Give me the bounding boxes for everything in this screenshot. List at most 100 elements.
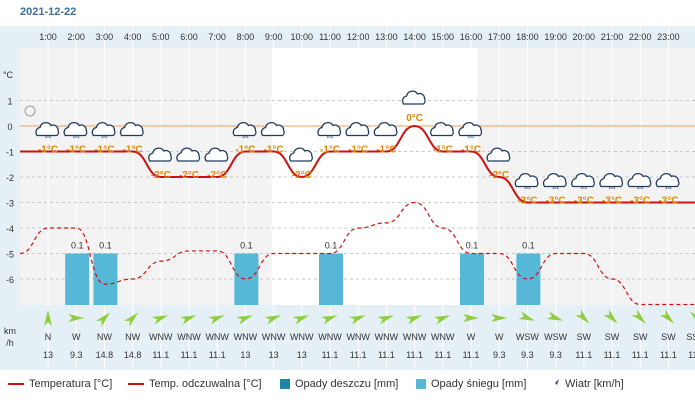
- wind-speed: 11.1: [152, 350, 169, 360]
- legend-rain: Opady deszczu [mm]: [280, 378, 398, 390]
- snowflakes: *˟*: [468, 136, 475, 143]
- wind-arrow-shape: [463, 314, 479, 322]
- wind-direction: WNW: [149, 332, 173, 342]
- wind-direction: SW: [661, 332, 676, 342]
- wind-speed: 9.3: [70, 350, 83, 360]
- wind-arrow-icon: [603, 309, 618, 324]
- wind-direction: WNW: [431, 332, 455, 342]
- hour-label: 20:00: [573, 32, 596, 42]
- cloud-snow-icon: *˟*: [91, 122, 116, 143]
- sun-cloud-snow-icon: [24, 105, 36, 117]
- temp-label: -1°C: [94, 145, 114, 156]
- snowflakes: *˟*: [524, 187, 531, 194]
- wind-arrow-shape: [236, 315, 253, 325]
- cloud-shape: [458, 122, 483, 137]
- hour-label: 15:00: [432, 32, 455, 42]
- wind-speed: 11.1: [463, 350, 480, 360]
- hour-label: 7:00: [208, 32, 226, 42]
- wind-direction: WNW: [177, 332, 201, 342]
- wind-arrow-icon: [236, 315, 253, 325]
- cloud-snow-icon: [148, 147, 172, 162]
- wind-arrow-shape: [433, 315, 451, 325]
- wind-arrow-shape: [44, 310, 52, 326]
- temp-label: -2°C: [489, 170, 509, 181]
- wind-direction: NW: [97, 332, 112, 342]
- cloud-shape: [430, 122, 454, 137]
- legend-snow: Opady śniegu [mm]: [416, 378, 526, 390]
- wind-direction: WNW: [290, 332, 314, 342]
- cloud-snow-icon: *˟*: [542, 173, 567, 194]
- wind-arrow-shape: [603, 309, 618, 324]
- temp-label: -1°C: [461, 145, 481, 156]
- wind-direction: WNW: [403, 332, 427, 342]
- wind-speed: 13: [240, 350, 250, 360]
- wind-speed: 11.1: [322, 350, 339, 360]
- temp-label: -3°C: [602, 196, 622, 207]
- legend-snow-swatch: [416, 379, 426, 390]
- cloud-snow-icon: [260, 122, 285, 137]
- temp-label: -2°C: [292, 170, 312, 181]
- wind-arrow-icon: [349, 315, 366, 325]
- temp-label: -2°C: [207, 170, 227, 181]
- temp-label: -2°C: [151, 170, 171, 181]
- snowflakes: *˟*: [580, 187, 587, 194]
- cloud-snow-icon: [345, 122, 370, 137]
- wind-arrow-shape: [491, 314, 508, 322]
- cloud-shape: [373, 122, 398, 137]
- wind-arrow-icon: [631, 309, 646, 324]
- wind-speed: 11.1: [575, 350, 592, 360]
- snow-bar: [319, 253, 343, 305]
- cloud-shape: [63, 122, 88, 137]
- hour-label: 2:00: [67, 32, 85, 42]
- snow-bar: [65, 253, 90, 305]
- wind-arrow-icon: [208, 315, 225, 325]
- snowflakes: *˟*: [73, 136, 80, 143]
- wind-arrow-icon: [575, 309, 590, 324]
- legend-rain-label: Opady deszczu [mm]: [295, 378, 399, 390]
- hour-label: 19:00: [544, 32, 567, 42]
- hour-label: 22:00: [629, 32, 652, 42]
- temp-label: -1°C: [433, 145, 453, 156]
- cloud-shape: [599, 173, 624, 188]
- cloud-snow-icon: [289, 147, 313, 162]
- y-tick-label: -1: [6, 148, 14, 158]
- wind-direction: SW: [577, 332, 592, 342]
- snow-bar: [93, 253, 118, 305]
- wind-arrow-shape: [321, 315, 338, 325]
- wind-arrow-shape: [95, 312, 111, 327]
- hour-label: 13:00: [375, 32, 398, 42]
- left-axis-panel: [0, 26, 20, 370]
- legend-feels-like: Temp. odczuwalna [°C]: [128, 378, 262, 390]
- temp-label: -1°C: [38, 145, 58, 156]
- y-tick-label: 0: [7, 122, 12, 132]
- temp-label: -1°C: [348, 145, 368, 156]
- wind-direction: SW: [605, 332, 620, 342]
- wind-arrow-shape: [208, 315, 225, 325]
- snow-label: 0.1: [240, 241, 253, 251]
- wind-arrow-icon: [95, 312, 111, 327]
- snow-bar: [234, 253, 259, 305]
- temp-label: 0°C: [406, 113, 423, 124]
- hour-label: 23:00: [657, 32, 680, 42]
- y-tick-label: -2: [6, 173, 14, 183]
- y-tick-label: -6: [6, 275, 14, 285]
- cloud-shape: [35, 122, 60, 137]
- hour-label: 16:00: [460, 32, 483, 42]
- y-tick-label: -5: [6, 250, 14, 260]
- hour-label: 17:00: [488, 32, 511, 42]
- legend-feels-like-swatch: [128, 383, 144, 386]
- wind-direction: SSW: [686, 332, 695, 342]
- wind-arrow-icon: [180, 315, 197, 325]
- cloud-snow-icon: *˟*: [63, 122, 88, 143]
- hour-label: 6:00: [180, 32, 198, 42]
- temp-label: -1°C: [376, 145, 396, 156]
- snowflakes: *˟*: [101, 136, 108, 143]
- wind-speed: 11.1: [688, 350, 695, 360]
- cloud-shape: [514, 173, 539, 188]
- y-axis-unit: °C: [3, 70, 14, 80]
- legend-wind: Wiatr [km/h]: [550, 378, 624, 390]
- snow-bar: [516, 253, 541, 305]
- legend-rain-swatch: [280, 379, 290, 390]
- wind-speed: 9.3: [521, 350, 534, 360]
- snow-bar: [460, 253, 484, 305]
